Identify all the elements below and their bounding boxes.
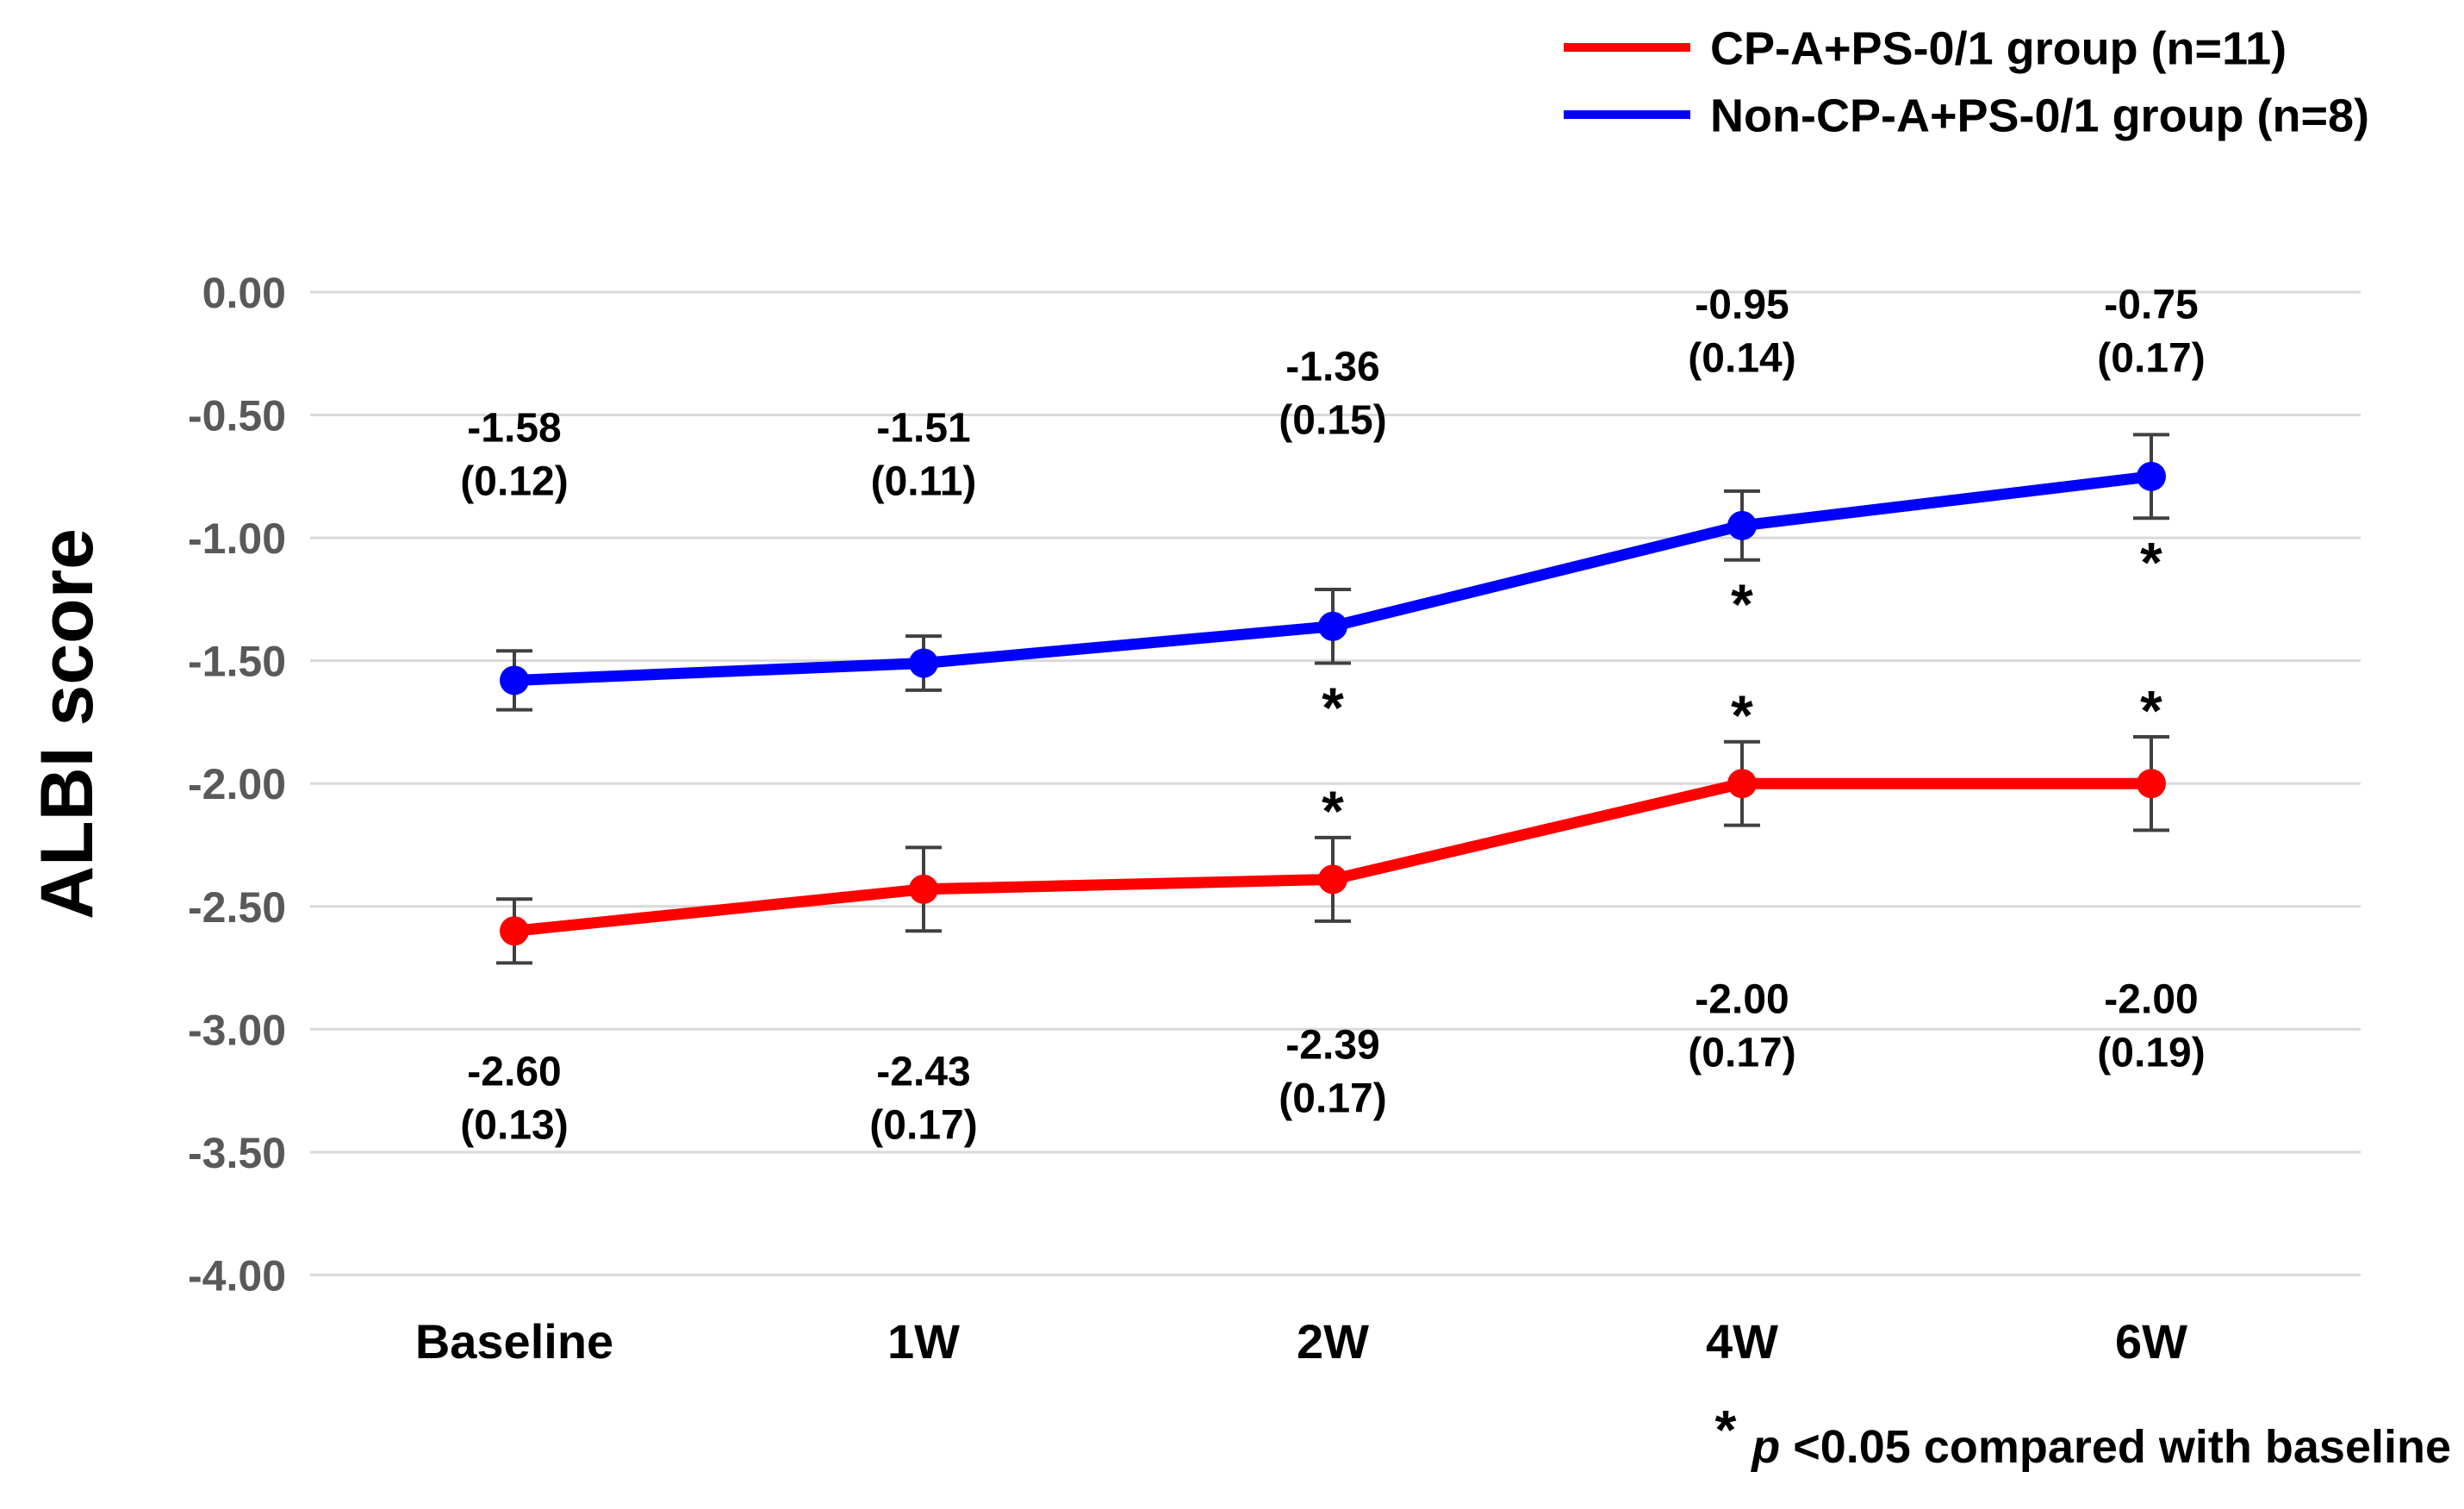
series-0-significance-asterisk: * [1731,683,1753,747]
y-tick-label: -1.00 [188,514,286,563]
x-axis-label: 6W [2115,1314,2187,1369]
series-0-point-label-se: (0.19) [2097,1030,2205,1076]
x-axis-label: Baseline [415,1314,613,1369]
y-tick-label: -0.50 [188,392,286,440]
series-0-point [500,916,529,946]
series-0-point [2137,769,2166,799]
series-0-significance-asterisk: * [1322,779,1344,843]
y-tick-label: -2.50 [188,883,286,932]
series-1-point [2137,461,2166,491]
series-1-point-label-value: -0.75 [2104,282,2198,327]
legend-label-0: CP-A+PS-0/1 group (n=11) [1710,22,2287,74]
y-tick-label: -4.00 [188,1251,286,1300]
series-1-point-label-se: (0.14) [1688,335,1795,381]
series-0-point [1727,769,1757,799]
series-1-point-label-value: -1.51 [876,405,970,451]
footnote-text: <0.05 compared with baseline [1780,1421,2451,1473]
series-0-significance-asterisk: * [2140,678,2162,742]
series-1-point-label-se: (0.17) [2097,335,2205,381]
x-axis-label: 1W [887,1314,960,1369]
footnote-p-symbol: p [1750,1421,1780,1473]
x-axis-label: 2W [1297,1314,1369,1369]
y-tick-label: -2.00 [188,760,286,808]
x-axis-label: 4W [1706,1314,1778,1369]
series-1-point [909,648,938,678]
series-1-significance-asterisk: * [1731,572,1753,636]
series-1-point-label-value: -1.36 [1285,344,1379,390]
series-0-point-label-value: -2.39 [1285,1022,1379,1068]
series-0-point-label-se: (0.17) [869,1102,977,1148]
legend-label-1: Non-CP-A+PS-0/1 group (n=8) [1710,90,2369,141]
y-tick-label: -3.50 [188,1129,286,1177]
series-1-significance-asterisk: * [1322,676,1344,739]
series-0-point-label-se: (0.17) [1279,1076,1386,1121]
series-1-point-label-se: (0.15) [1279,397,1386,443]
series-1-point-label-value: -0.95 [1695,282,1789,327]
series-0-point-label-value: -2.60 [467,1049,561,1094]
series-0-point [909,874,938,904]
series-0-point-label-value: -2.00 [2104,976,2198,1022]
y-tick-label: -3.00 [188,1006,286,1054]
series-1-point [1727,510,1757,540]
y-tick-label: 0.00 [202,269,286,317]
series-0-point-label-se: (0.13) [460,1102,568,1148]
y-tick-label: -1.50 [188,638,286,686]
series-1-significance-asterisk: * [2140,531,2162,595]
series-0-point-label-value: -2.43 [876,1049,970,1094]
series-0-point [1318,864,1347,895]
series-0-point-label-se: (0.17) [1688,1030,1795,1076]
series-1-point-label-value: -1.58 [467,405,561,451]
series-1-point [500,665,529,695]
footnote-asterisk: * [1715,1399,1752,1461]
significance-footnote: * p <0.05 compared with baseline [1715,1399,2452,1473]
series-0-point-label-value: -2.00 [1695,976,1789,1022]
series-1-point-label-se: (0.12) [460,458,568,504]
y-axis-title: ALBI score [26,528,109,920]
series-1-point-label-se: (0.11) [871,458,977,504]
series-1-point [1318,611,1347,641]
